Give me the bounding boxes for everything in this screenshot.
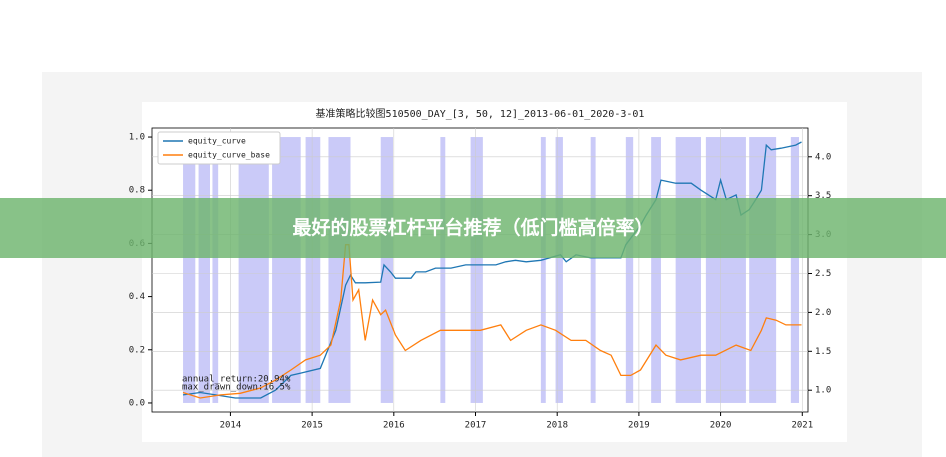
- y2-tick-label: 4.0: [815, 152, 831, 162]
- y-tick-label: 0.2: [129, 345, 145, 355]
- x-tick-label: 2014: [220, 421, 242, 431]
- position-span: [540, 137, 546, 403]
- position-span: [590, 137, 596, 403]
- y-tick-label: 0.0: [129, 398, 145, 408]
- position-span: [183, 137, 196, 403]
- chart-title: 基准策略比较图510500_DAY_[3, 50, 12]_2013-06-01…: [316, 107, 645, 120]
- position-span: [470, 137, 483, 403]
- position-span: [272, 137, 301, 403]
- position-span: [705, 137, 746, 403]
- legend-label: equity_curve: [188, 137, 246, 146]
- x-tick-label: 2016: [383, 421, 405, 431]
- position-span: [238, 137, 269, 403]
- position-span: [625, 137, 634, 403]
- position-span: [555, 137, 563, 403]
- y2-tick-label: 2.0: [815, 308, 831, 318]
- plot-frame: [151, 127, 809, 413]
- y-tick-label: 0.4: [129, 292, 145, 302]
- y-tick-label: 0.8: [129, 186, 145, 196]
- series-line: [182, 244, 802, 399]
- annotation: annual_return:20.94%: [182, 375, 291, 385]
- position-span: [212, 137, 219, 403]
- y2-tick-label: 2.5: [815, 269, 831, 279]
- y2-tick-label: 3.5: [815, 191, 831, 201]
- y2-tick-label: 1.0: [815, 386, 831, 396]
- position-span: [440, 137, 446, 403]
- x-tick-label: 2018: [546, 421, 568, 431]
- annotation: max_drawn_down:16.5%: [182, 383, 291, 393]
- position-span: [328, 137, 351, 403]
- position-span: [305, 137, 321, 403]
- x-tick-label: 2020: [710, 421, 732, 431]
- y-tick-label: 1.0: [129, 133, 145, 143]
- x-tick-label: 2021: [791, 421, 813, 431]
- series-line: [182, 141, 802, 399]
- legend-label: equity_curve_base: [188, 151, 270, 160]
- position-span: [675, 137, 701, 403]
- legend-box: [157, 131, 281, 165]
- y2-tick-label: 1.5: [815, 347, 831, 357]
- position-span: [198, 137, 211, 403]
- x-tick-label: 2015: [301, 421, 323, 431]
- position-span: [790, 137, 800, 403]
- x-tick-label: 2017: [465, 421, 487, 431]
- x-tick-label: 2019: [628, 421, 650, 431]
- position-span: [651, 137, 661, 403]
- banner: 最好的股票杠杆平台推荐（低门槛高倍率）: [0, 198, 946, 258]
